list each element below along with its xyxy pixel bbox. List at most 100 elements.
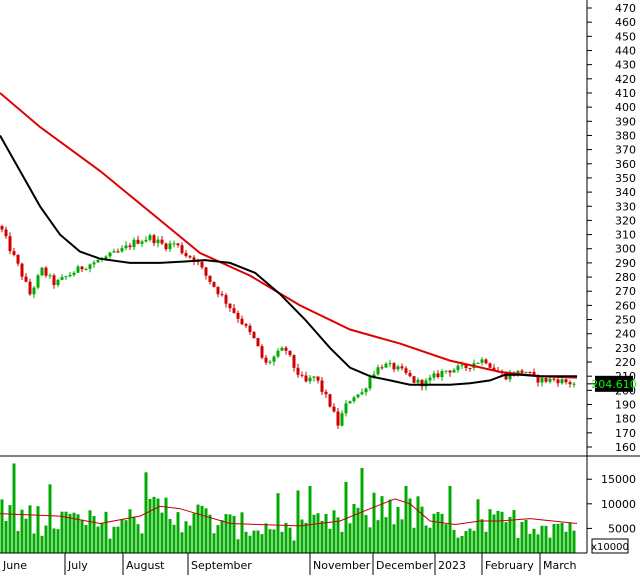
volume-bar bbox=[264, 523, 268, 553]
candle-body bbox=[392, 363, 396, 370]
price-tick-label: 450 bbox=[615, 30, 636, 43]
volume-bar bbox=[212, 533, 216, 553]
volume-bar bbox=[436, 512, 440, 553]
volume-bar bbox=[460, 535, 464, 553]
volume-bar bbox=[148, 499, 152, 553]
candle-body bbox=[408, 372, 412, 377]
candle-body bbox=[444, 370, 448, 372]
candle-body bbox=[248, 325, 252, 333]
volume-moving-average-line bbox=[0, 498, 578, 527]
month-label: December bbox=[376, 559, 434, 572]
price-tick-label: 320 bbox=[615, 214, 636, 227]
volume-multiplier-box bbox=[591, 538, 629, 554]
volume-bar bbox=[296, 490, 300, 553]
candle-body bbox=[200, 261, 204, 268]
candle-body bbox=[8, 236, 12, 252]
candle-body bbox=[288, 350, 292, 356]
volume-bar bbox=[72, 512, 76, 553]
candle-body bbox=[440, 371, 444, 378]
volume-bar bbox=[168, 518, 172, 553]
month-label: September bbox=[191, 559, 252, 572]
volume-bar bbox=[396, 506, 400, 553]
candle-body bbox=[528, 371, 532, 373]
candle-body bbox=[348, 401, 352, 404]
candle-body bbox=[572, 383, 576, 385]
candle-body bbox=[116, 251, 120, 253]
candle-body bbox=[28, 281, 32, 295]
volume-bar bbox=[216, 525, 220, 553]
price-tick-label: 220 bbox=[615, 356, 636, 369]
candle-body bbox=[304, 375, 308, 382]
candle-body bbox=[456, 365, 460, 370]
candle-body bbox=[484, 359, 488, 364]
volume-bar bbox=[16, 531, 20, 553]
volume-bar bbox=[188, 525, 192, 553]
volume-bar bbox=[468, 528, 472, 553]
candle-body bbox=[548, 378, 552, 382]
volume-bar bbox=[64, 511, 68, 553]
candle-body bbox=[144, 239, 148, 242]
volume-bar bbox=[508, 516, 512, 553]
candle-body bbox=[400, 366, 404, 369]
candle-body bbox=[520, 370, 524, 373]
volume-bar bbox=[476, 499, 480, 553]
volume-bar bbox=[300, 519, 304, 553]
volume-bar bbox=[28, 505, 32, 553]
volume-bar bbox=[280, 531, 284, 553]
volume-bar bbox=[424, 525, 428, 553]
volume-bar bbox=[192, 513, 196, 553]
price-tick-label: 170 bbox=[615, 427, 636, 440]
candle-body bbox=[320, 380, 324, 392]
volume-bar bbox=[284, 522, 288, 553]
candle-body bbox=[380, 367, 384, 369]
volume-bar bbox=[512, 510, 516, 553]
volume-bar bbox=[36, 506, 40, 553]
candle-body bbox=[344, 403, 348, 414]
volume-bar bbox=[544, 525, 548, 553]
price-tick-label: 420 bbox=[615, 73, 636, 86]
volume-bar bbox=[428, 527, 432, 553]
candle-body bbox=[464, 364, 468, 368]
volume-bar bbox=[556, 523, 560, 553]
volume-bar bbox=[372, 492, 376, 553]
price-tick-label: 180 bbox=[615, 413, 636, 426]
candle-body bbox=[300, 374, 304, 376]
candle-body bbox=[504, 373, 508, 380]
volume-bar bbox=[52, 528, 56, 553]
price-tick-label: 430 bbox=[615, 59, 636, 72]
volume-bar bbox=[60, 511, 64, 553]
candle-body bbox=[416, 379, 420, 383]
volume-bar bbox=[32, 533, 36, 553]
candle-body bbox=[180, 245, 184, 254]
volume-bar bbox=[412, 527, 416, 553]
candle-body bbox=[112, 251, 116, 253]
candle-body bbox=[368, 377, 372, 389]
volume-bar bbox=[228, 514, 232, 553]
volume-tick-label: 5000 bbox=[608, 522, 636, 535]
volume-bar bbox=[140, 533, 144, 553]
price-tick-label: 290 bbox=[615, 257, 636, 270]
candle-body bbox=[0, 226, 4, 230]
volume-bar bbox=[444, 524, 448, 553]
candle-body bbox=[188, 256, 192, 258]
candle-body bbox=[544, 378, 548, 382]
volume-bar bbox=[344, 481, 348, 553]
volume-bar bbox=[416, 496, 420, 553]
candle-body bbox=[24, 276, 28, 282]
volume-bar bbox=[464, 531, 468, 553]
candles bbox=[0, 224, 576, 429]
last-price-badge: 204.610 bbox=[591, 375, 637, 392]
volume-bar bbox=[304, 522, 308, 553]
price-tick-label: 300 bbox=[615, 243, 636, 256]
volume-bar bbox=[376, 520, 380, 553]
volume-bar bbox=[368, 527, 372, 553]
candle-body bbox=[124, 245, 128, 249]
volume-bar bbox=[440, 513, 444, 553]
volume-bar bbox=[336, 517, 340, 553]
volume-bar bbox=[172, 524, 176, 553]
candle-body bbox=[468, 367, 472, 369]
volume-bar bbox=[352, 504, 356, 553]
volume-bar bbox=[0, 499, 4, 553]
volume-bar bbox=[248, 535, 252, 553]
candle-body bbox=[216, 286, 220, 295]
